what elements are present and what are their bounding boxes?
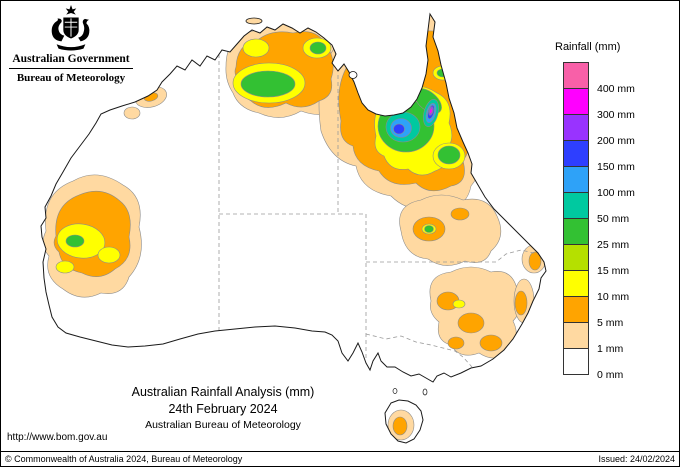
legend-swatch-0mm: [563, 348, 589, 375]
caption-agency: Australian Bureau of Meteorology: [145, 419, 301, 431]
issued-date: Issued: 24/02/2024: [598, 454, 675, 464]
legend-label-1mm: 1 mm: [597, 343, 624, 355]
legend-swatch-200mm: [563, 114, 589, 141]
agency-header: Australian Government Bureau of Meteorol…: [9, 5, 133, 84]
legend-swatch-10mm: [563, 270, 589, 297]
legend-swatch-1mm: [563, 322, 589, 349]
legend-swatch-50mm: [563, 192, 589, 219]
legend-label-400mm: 400 mm: [597, 83, 635, 95]
australian-coat-of-arms-icon: [51, 5, 90, 51]
state-borders: [218, 54, 543, 368]
header-divider: [9, 68, 133, 69]
legend-label-300mm: 300 mm: [597, 109, 635, 121]
bom-url-link[interactable]: http://www.bom.gov.au: [7, 432, 108, 443]
legend-entry: 15 mm: [563, 244, 676, 277]
legend-label-10mm: 10 mm: [597, 291, 630, 303]
caption-date: 24th February 2024: [168, 402, 278, 416]
contour-layer-300mm: [429, 108, 433, 114]
legend-swatch-150mm: [563, 140, 589, 167]
legend-swatch-100mm: [563, 166, 589, 193]
melville-island: [245, 17, 263, 25]
legend-swatch-15mm: [563, 244, 589, 271]
mainland-coastline: [40, 12, 547, 383]
copyright-text: © Commonwealth of Australia 2024, Bureau…: [5, 454, 243, 464]
footer-bar: © Commonwealth of Australia 2024, Bureau…: [1, 451, 679, 466]
legend-label-200mm: 200 mm: [597, 135, 635, 147]
legend-entry: 200 mm: [563, 114, 676, 147]
legend-entry: 300 mm: [563, 88, 676, 121]
legend-label-25mm: 25 mm: [597, 239, 630, 251]
legend-title: Rainfall (mm): [555, 41, 621, 53]
legend-label-50mm: 50 mm: [597, 213, 630, 225]
flinders-island: [422, 388, 428, 396]
legend-swatch-400mm: [563, 62, 589, 89]
legend-swatch-5mm: [563, 296, 589, 323]
caption-title: Australian Rainfall Analysis (mm): [131, 385, 315, 399]
legend-swatch-300mm: [563, 88, 589, 115]
legend-entry: 150 mm: [563, 140, 676, 173]
government-title: Australian Government: [12, 53, 130, 65]
legend-entry: 1 mm: [563, 322, 676, 355]
legend-entry: 10 mm: [563, 270, 676, 303]
legend-entry: 5 mm: [563, 296, 676, 329]
bureau-title: Bureau of Meteorology: [16, 72, 126, 84]
legend-label-0mm: 0 mm: [597, 369, 624, 381]
king-island: [392, 388, 398, 394]
legend-entry: 0 mm: [563, 348, 676, 381]
tasmania-coastline: [384, 399, 424, 444]
legend-swatch-25mm: [563, 218, 589, 245]
legend-label-5mm: 5 mm: [597, 317, 624, 329]
legend-entry: 100 mm: [563, 166, 676, 199]
legend-label-100mm: 100 mm: [597, 187, 635, 199]
legend-scale: 400 mm 300 mm 200 mm 150 mm 100 mm 50 mm: [563, 62, 676, 381]
map-caption: Australian Rainfall Analysis (mm) 24th F…: [63, 384, 383, 433]
legend-entry: 25 mm: [563, 218, 676, 251]
groote-eylandt-island: [348, 71, 358, 79]
legend-entry: 50 mm: [563, 192, 676, 225]
rainfall-legend: Rainfall (mm) 400 mm 300 mm 200 mm 150 m…: [551, 41, 676, 381]
legend-entry: 400 mm: [563, 62, 676, 95]
legend-label-15mm: 15 mm: [597, 265, 630, 277]
legend-label-150mm: 150 mm: [597, 161, 635, 173]
